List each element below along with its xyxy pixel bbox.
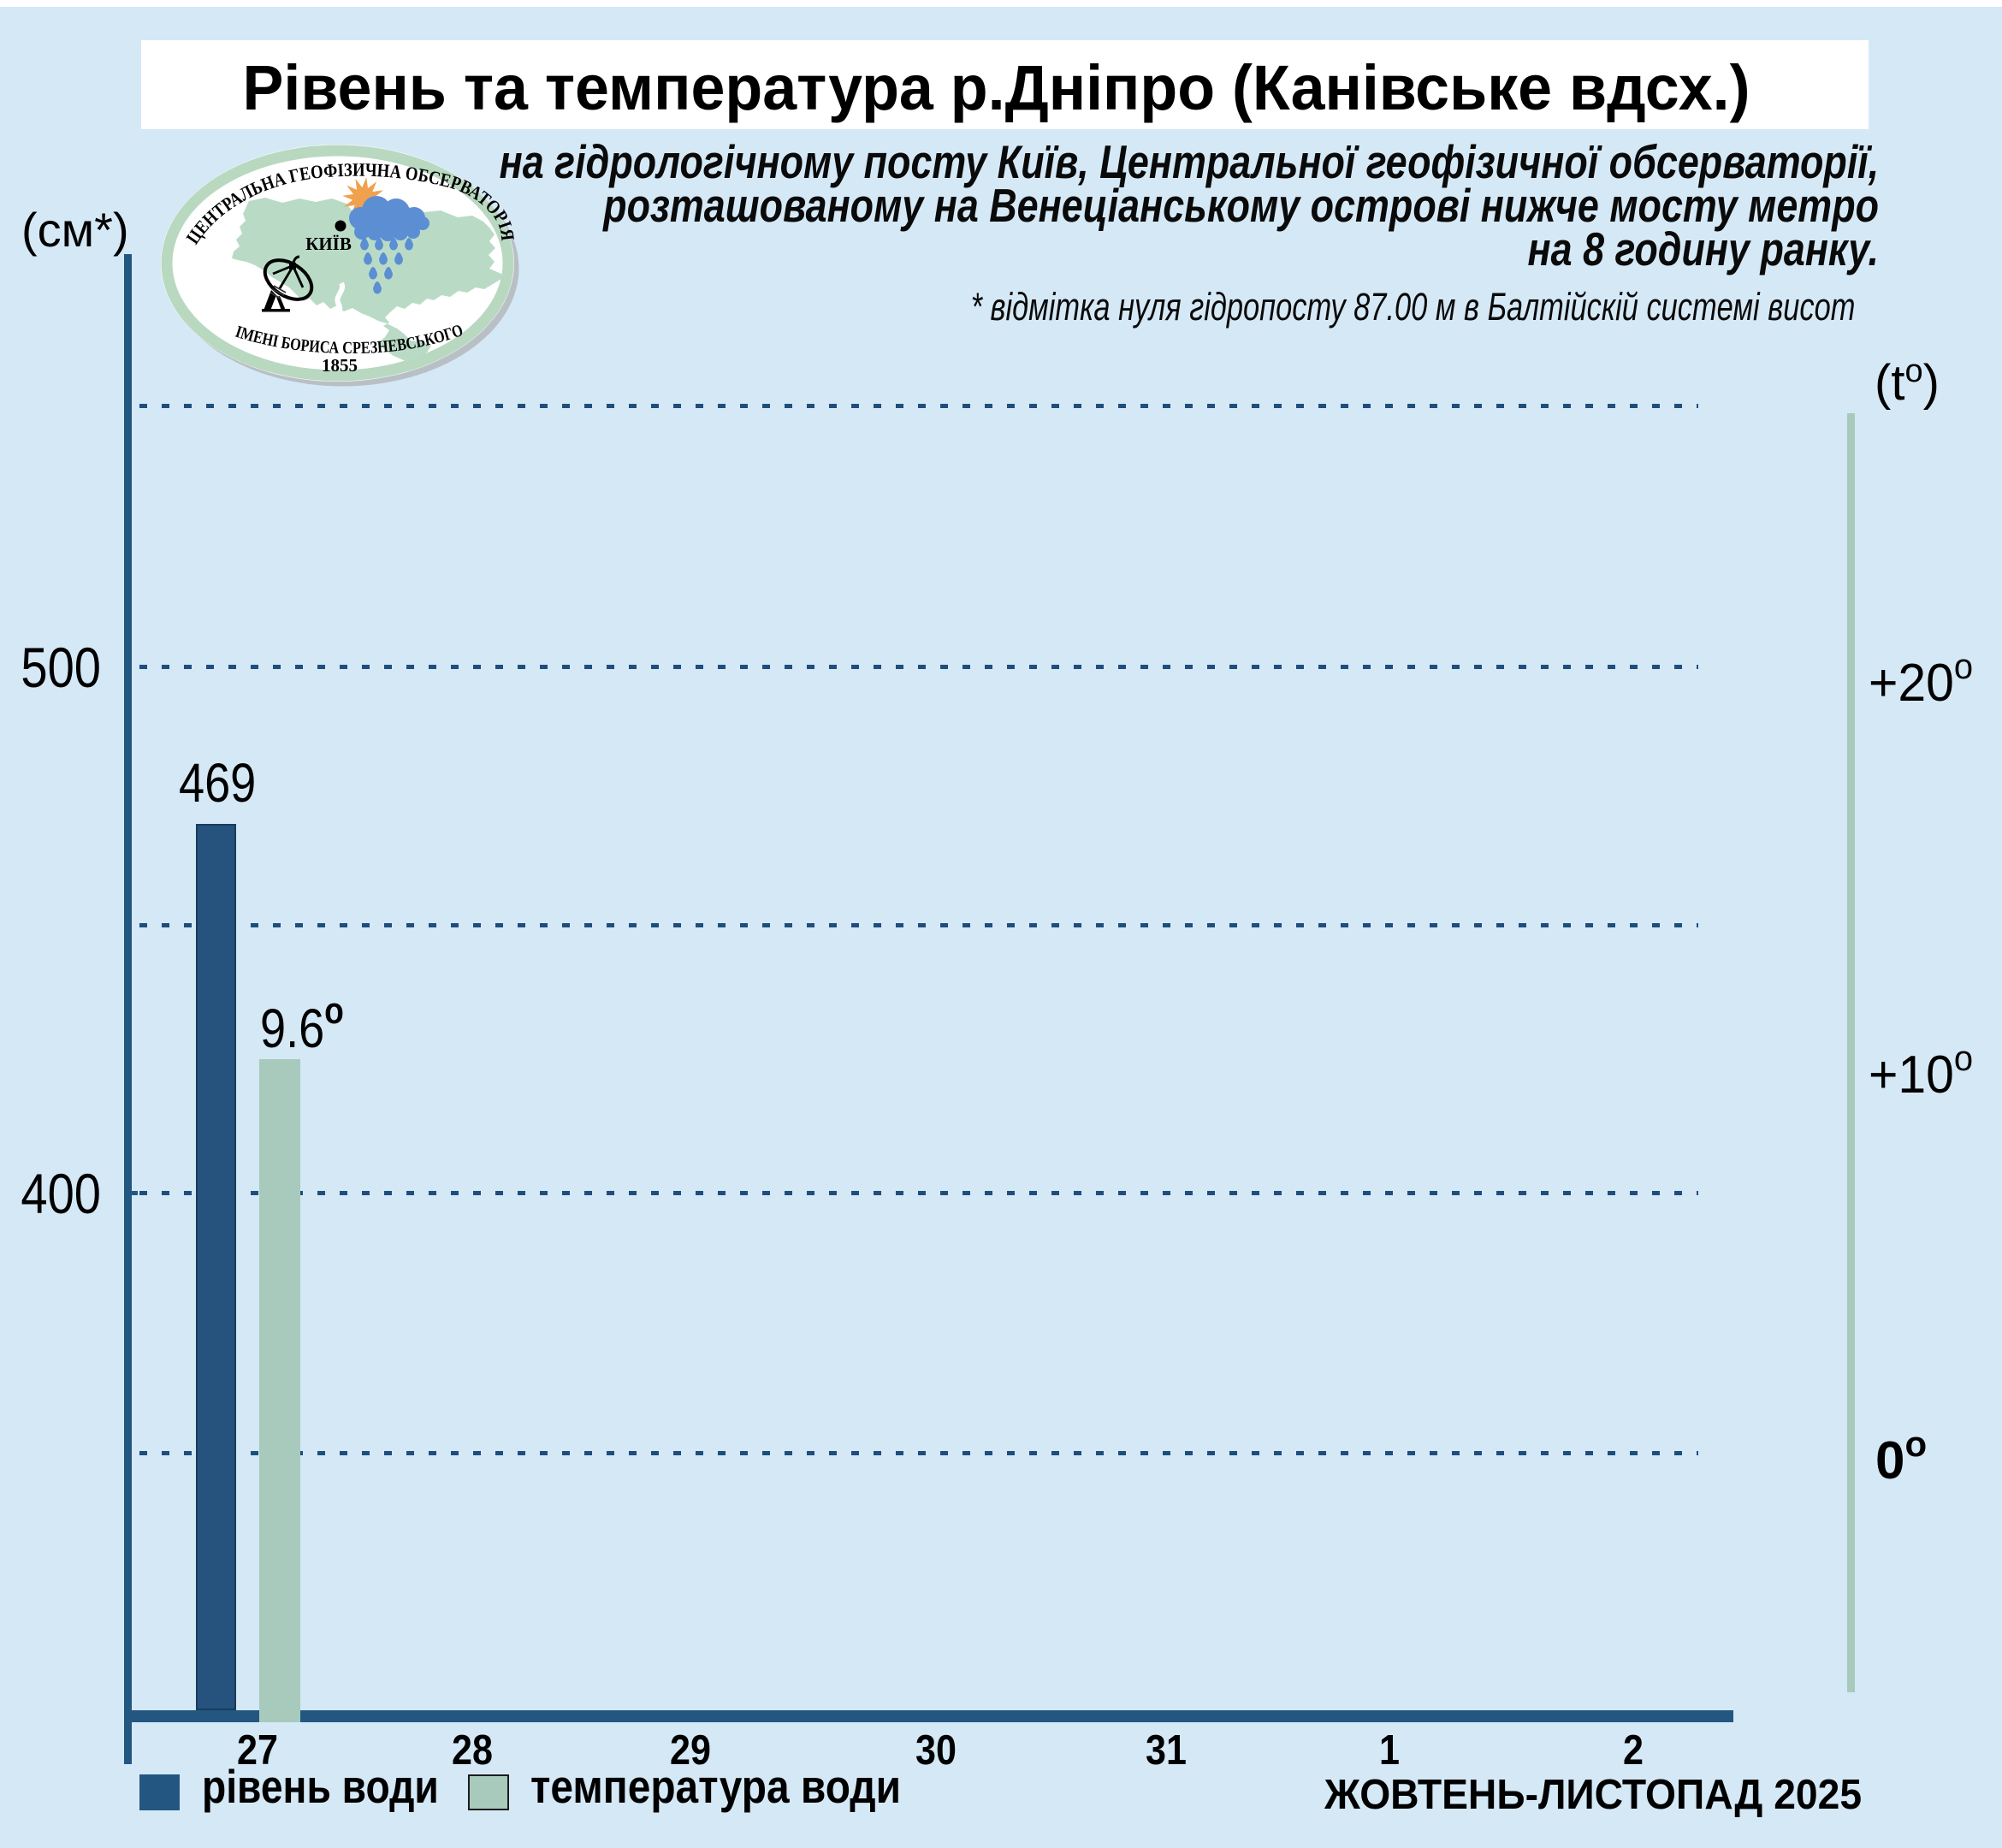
- svg-text:1855: 1855: [322, 355, 358, 376]
- svg-text:КИЇВ: КИЇВ: [305, 234, 352, 254]
